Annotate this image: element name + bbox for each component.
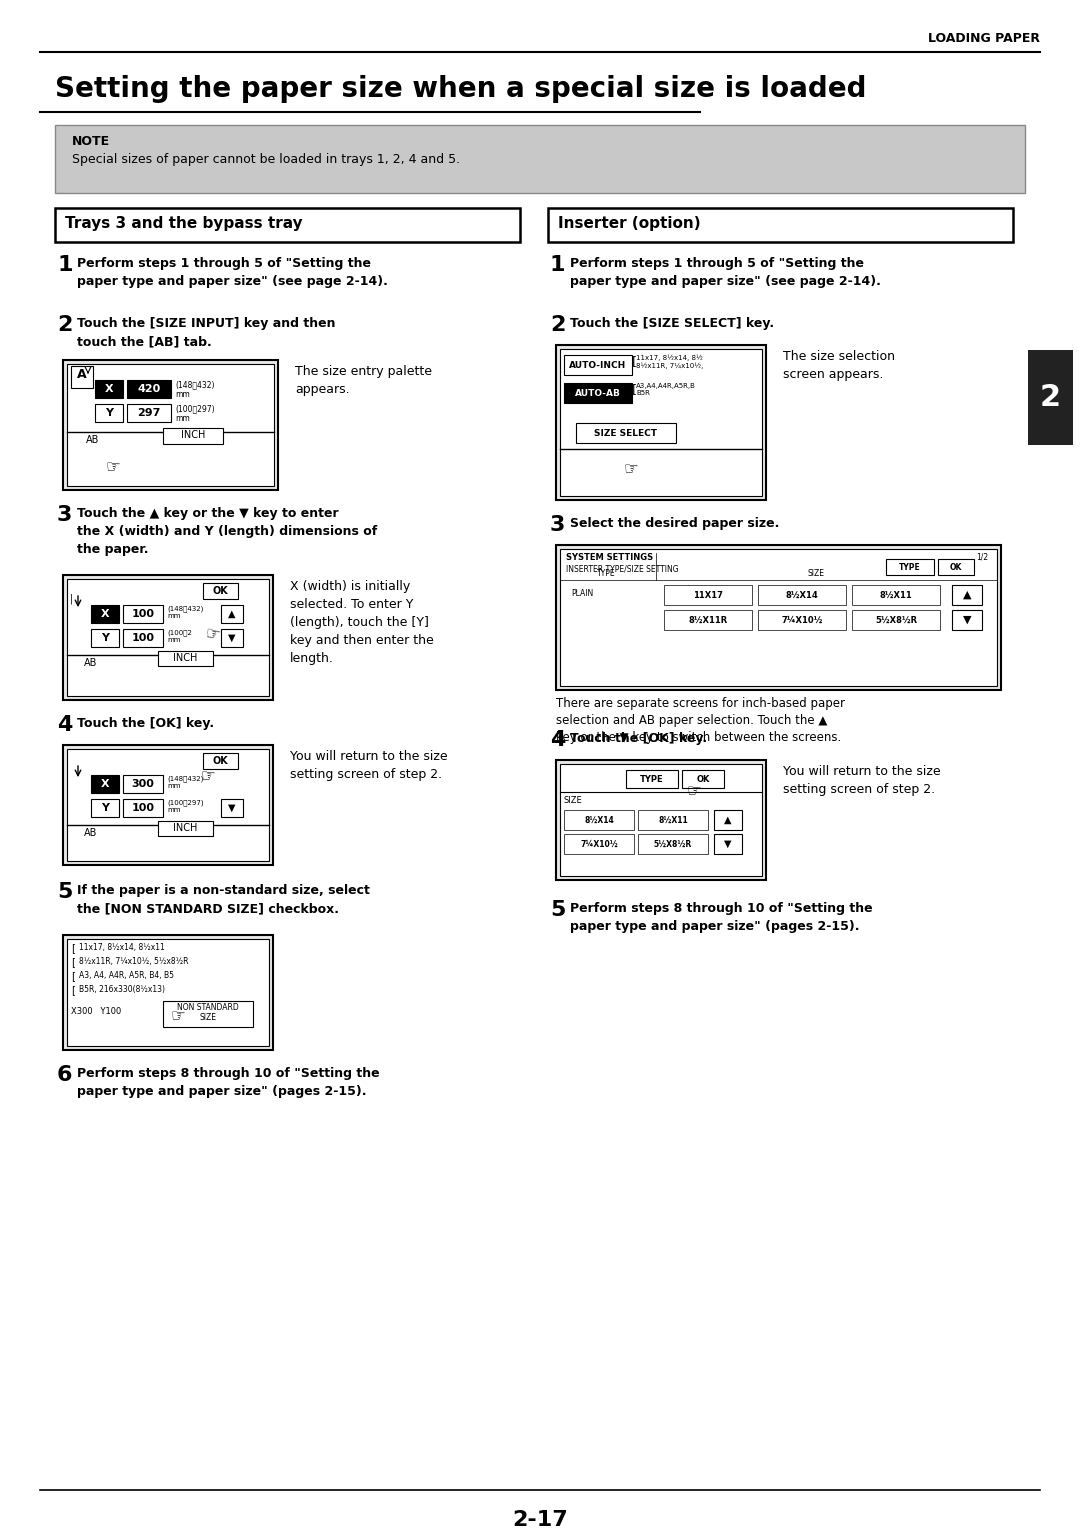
Bar [1028,350,1074,445]
Text: 5½X8½R: 5½X8½R [875,616,917,625]
Text: You will return to the size
setting screen of step 2.: You will return to the size setting scre… [783,766,941,796]
Text: [: [ [71,970,75,981]
Text: Touch the ▲ key or the ▼ key to enter
the X (width) and Y (length) dimensions of: Touch the ▲ key or the ▼ key to enter th… [77,507,377,556]
Text: INCH: INCH [180,429,205,440]
Text: 8½X11: 8½X11 [879,590,913,599]
Text: There are separate screens for inch-based paper
selection and AB paper selection: There are separate screens for inch-base… [556,697,845,744]
Text: Trays 3 and the bypass tray: Trays 3 and the bypass tray [65,215,302,231]
Bar [681,770,724,788]
Text: Perform steps 1 through 5 of "Setting the
paper type and paper size" (see page 2: Perform steps 1 through 5 of "Setting th… [570,257,881,287]
Text: Touch the [SIZE INPUT] key and then
touch the [AB] tab.: Touch the [SIZE INPUT] key and then touc… [77,316,336,348]
Text: ▲: ▲ [725,814,732,825]
Text: 8½X14: 8½X14 [584,816,613,825]
Text: 5½X8½R: 5½X8½R [653,839,692,848]
Bar [556,545,1001,691]
Text: 297: 297 [137,408,161,419]
Text: 11X17: 11X17 [693,590,723,599]
Bar [63,746,273,865]
Bar [564,834,634,854]
Text: 420: 420 [137,384,161,394]
Text: ☞: ☞ [687,782,701,801]
Text: Special sizes of paper cannot be loaded in trays 1, 2, 4 and 5.: Special sizes of paper cannot be loaded … [72,153,460,167]
Text: If the paper is a non-standard size, select
the [NON STANDARD SIZE] checkbox.: If the paper is a non-standard size, sel… [77,885,369,915]
Text: (148～432)
mm: (148～432) mm [167,605,203,619]
Text: ▲: ▲ [962,590,971,601]
Text: AUTO-INCH: AUTO-INCH [569,361,626,370]
Bar [564,354,632,374]
Bar [123,775,163,793]
Bar [91,775,119,793]
Bar [951,585,982,605]
Bar [67,579,269,695]
Text: (100～297)
mm: (100～297) mm [167,799,204,813]
Text: OK: OK [697,775,710,784]
Bar [664,585,752,605]
Bar [63,935,273,1050]
Text: 8½x11R, 7¼x10½, 5½x8½R: 8½x11R, 7¼x10½, 5½x8½R [79,957,189,966]
Text: Touch the [OK] key.: Touch the [OK] key. [570,732,707,746]
Text: The size selection
screen appears.: The size selection screen appears. [783,350,895,380]
Text: Inserter (option): Inserter (option) [558,215,701,231]
Bar [564,384,632,403]
Text: Touch the [OK] key.: Touch the [OK] key. [77,717,214,730]
Text: AB: AB [84,659,97,668]
Text: (148～432)
mm: (148～432) mm [175,380,215,399]
Bar [63,575,273,700]
Text: Perform steps 1 through 5 of "Setting the
paper type and paper size" (see page 2: Perform steps 1 through 5 of "Setting th… [77,257,388,287]
Text: X: X [100,610,109,619]
Text: 2: 2 [550,315,565,335]
Text: 7¼X10½: 7¼X10½ [580,839,618,848]
Text: A3, A4, A4R, A5R, B4, B5: A3, A4, A4R, A5R, B4, B5 [79,970,174,979]
Text: AB: AB [86,435,99,445]
Text: OK: OK [213,756,228,766]
Text: X (width) is initially
selected. To enter Y
(length), touch the [Y]
key and then: X (width) is initially selected. To ente… [291,581,434,665]
Text: ☞: ☞ [204,625,221,645]
Bar [158,821,213,836]
Text: 100: 100 [132,610,154,619]
Text: 1: 1 [550,255,566,275]
Text: ▲: ▲ [228,610,235,619]
Text: 7¼X10½: 7¼X10½ [781,616,823,625]
Bar [576,423,676,443]
Bar [221,630,243,646]
Text: [: [ [632,384,636,396]
Text: LOADING PAPER: LOADING PAPER [928,32,1040,44]
Text: PLAIN: PLAIN [571,588,593,597]
Text: 100: 100 [132,633,154,643]
Text: TYPE: TYPE [596,568,616,578]
Text: 4: 4 [57,715,72,735]
Bar [123,799,163,817]
Bar [556,345,766,500]
Bar [561,549,997,686]
Text: 2: 2 [57,315,72,335]
Bar [55,125,1025,193]
Bar [158,651,213,666]
Bar [91,799,119,817]
Text: 2: 2 [1040,384,1061,413]
Text: [: [ [71,986,75,995]
Text: NON STANDARD
SIZE: NON STANDARD SIZE [177,1002,239,1022]
Bar [55,208,519,241]
Bar [758,585,846,605]
Text: Perform steps 8 through 10 of "Setting the
paper type and paper size" (pages 2-1: Perform steps 8 through 10 of "Setting t… [570,902,873,934]
Bar [95,403,123,422]
Bar [91,605,119,623]
Bar [163,428,222,445]
Bar [127,380,171,397]
Text: OK: OK [213,587,228,596]
Text: X300   Y100: X300 Y100 [71,1007,121,1016]
Text: ▼: ▼ [962,614,971,625]
Bar [63,361,278,490]
Bar [664,610,752,630]
Text: [: [ [632,354,636,368]
Text: X: X [105,384,113,394]
Bar [123,630,163,646]
Bar [221,605,243,623]
Text: 6: 6 [57,1065,72,1085]
Text: 5: 5 [57,882,72,902]
Text: (148～432)
mm: (148～432) mm [167,775,203,788]
Text: (100～2
mm: (100～2 mm [167,630,192,643]
Text: A3,A4,A4R,A5R,B
B5R: A3,A4,A4R,A5R,B B5R [636,384,696,396]
Text: AUTO-AB: AUTO-AB [575,388,621,397]
Bar [123,605,163,623]
